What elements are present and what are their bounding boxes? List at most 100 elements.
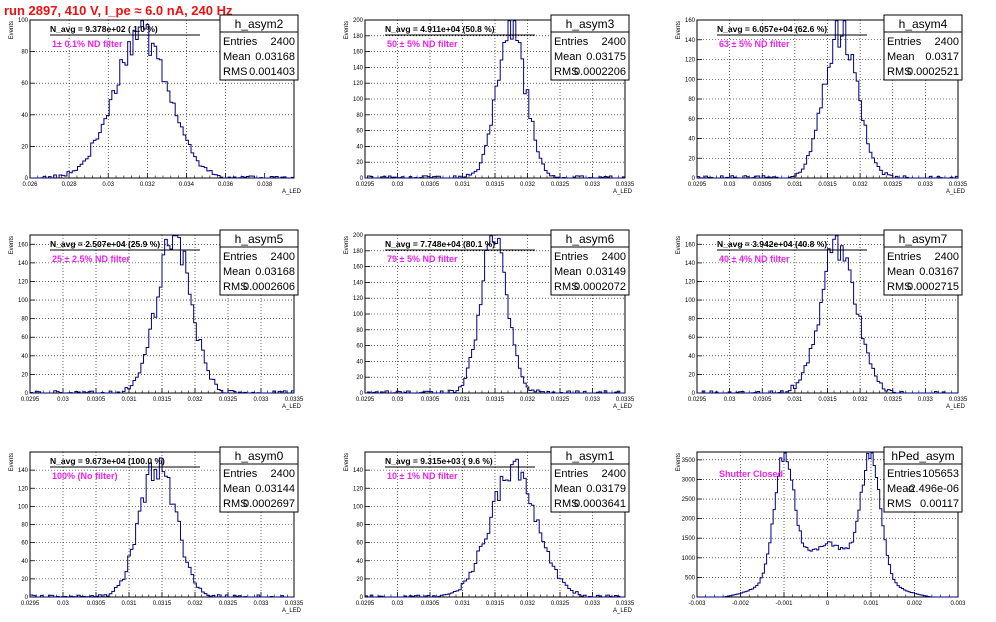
y-tick-label: 20	[356, 160, 363, 166]
x-axis-label: A_LED	[946, 189, 966, 195]
x-axis-label: A_LED	[282, 608, 302, 614]
x-tick-label: 0.0315	[486, 182, 505, 188]
stat-rms-label: RMS	[554, 498, 578, 510]
y-axis-label: Events	[344, 453, 350, 471]
x-tick-label: 0.03	[724, 397, 736, 403]
histogram-name: h_asym7	[899, 232, 948, 246]
x-tick-label: 0.031	[787, 397, 803, 403]
x-tick-label: 0.0335	[949, 182, 968, 188]
stat-entries-label: Entries	[223, 468, 258, 480]
x-tick-label: 0.0295	[356, 601, 375, 607]
y-tick-label: 40	[21, 354, 28, 360]
stat-entries-label: Entries	[223, 36, 258, 48]
histogram-line	[29, 457, 294, 598]
y-tick-label: 140	[353, 280, 364, 286]
x-tick-label: 0.033	[918, 397, 934, 403]
x-tick-label: 0.0295	[688, 182, 707, 188]
x-tick-label: 0.0305	[421, 397, 440, 403]
x-tick-label: 0.0335	[285, 397, 304, 403]
stats-values-box	[883, 31, 963, 81]
y-tick-label: 40	[21, 559, 28, 565]
stat-entries-value: 2400	[271, 251, 295, 263]
x-tick-label: 0.0295	[688, 397, 707, 403]
x-tick-label: 0.03	[392, 182, 404, 188]
stats-box: h_asym7 Entries 2400 Mean 0.03167 RMS0.000271…	[883, 229, 963, 296]
x-tick-label: 0.032	[520, 182, 536, 188]
stat-mean-label: Mean	[554, 51, 582, 63]
x-tick-label: 0.0335	[949, 397, 968, 403]
x-tick-label: 0.038	[257, 182, 273, 188]
y-tick-label: 80	[356, 113, 363, 119]
stat-entries-value: 2400	[602, 36, 626, 48]
navg-annotation: N_avg = 2.507e+04 (25.9 %)	[50, 239, 160, 249]
y-tick-label: 160	[685, 18, 696, 24]
stat-mean-value: 0.03179	[586, 483, 626, 495]
stat-entries-value: 2400	[271, 36, 295, 48]
y-tick-label: 20	[21, 144, 28, 150]
x-tick-label: 0.032	[520, 397, 536, 403]
stat-mean-label: Mean	[887, 483, 915, 495]
y-tick-label: 160	[353, 265, 364, 271]
plot-frame	[29, 19, 295, 179]
histogram-name: h_asym4	[899, 17, 948, 31]
x-tick-label: 0.033	[585, 397, 601, 403]
stat-rms-label: RMS	[223, 498, 247, 510]
y-axis-label: Events	[9, 236, 15, 254]
stat-rms-value: 0.0002606	[243, 281, 295, 293]
x-tick-label: 0.033	[585, 601, 601, 607]
x-tick-label: 0.0335	[616, 601, 635, 607]
stat-rms-label: RMS	[554, 66, 578, 78]
x-tick-label: 0.036	[218, 182, 234, 188]
y-tick-label: 20	[688, 372, 695, 378]
stat-mean-label: Mean	[887, 266, 915, 278]
y-tick-label: 60	[21, 541, 28, 547]
y-tick-label: 180	[353, 249, 364, 255]
x-tick-label: 0.0295	[21, 397, 40, 403]
y-tick-label: 120	[18, 279, 29, 285]
x-tick-label: 0.003	[950, 601, 966, 607]
stats-box: h_asym0 Entries 2400 Mean 0.03144 RMS0.000269…	[219, 446, 299, 513]
x-tick-label: 0.002	[907, 601, 923, 607]
stat-rms-label: RMS	[223, 281, 247, 293]
histogram-name: hPed_asym	[891, 449, 954, 463]
histogram-panels: 0.026 0.028 0.03 0.032 0.034 0.036 0.038020406…	[9, 14, 968, 614]
x-tick-label: 0.03	[57, 601, 69, 607]
y-tick-label: 140	[353, 468, 364, 474]
x-tick-label: 0.031	[121, 601, 137, 607]
y-tick-label: 20	[356, 375, 363, 381]
y-tick-label: 60	[356, 541, 363, 547]
stat-rms-label: RMS	[223, 66, 247, 78]
stat-mean-label: Mean	[223, 51, 251, 63]
stat-mean-value: 0.03167	[919, 266, 959, 278]
x-tick-label: 0.0315	[818, 182, 837, 188]
stat-entries-value: 2400	[271, 468, 295, 480]
stat-mean-value: 0.03168	[255, 266, 295, 278]
x-axis-label: A_LED	[613, 404, 633, 410]
stat-mean-value: -2.496e-06	[906, 483, 959, 495]
y-tick-label: 60	[688, 335, 695, 341]
histogram-name: h_asym6	[566, 232, 615, 246]
y-tick-label: 3500	[682, 458, 696, 464]
y-axis-label: Events	[344, 21, 350, 39]
stats-values-box	[219, 31, 299, 81]
x-tick-label: 0.028	[62, 182, 78, 188]
y-tick-label: 500	[685, 575, 696, 581]
x-tick-label: -0.001	[775, 601, 793, 607]
x-tick-label: 0.0325	[551, 601, 570, 607]
stat-rms-value: 0.0002521	[907, 66, 959, 78]
x-tick-label: -0.002	[732, 601, 750, 607]
x-axis-label: A_LED	[282, 404, 302, 410]
x-tick-label: 0.0305	[753, 397, 772, 403]
x-tick-label: 0.0325	[884, 397, 903, 403]
panel-h_asym2: 0.026 0.028 0.03 0.032 0.034 0.036 0.038 0 20 40 6…	[9, 14, 302, 195]
panel-h_asym1: 0.0295 0.03 0.0305 0.031 0.0315 0.032 0.0325 0.…	[344, 446, 635, 614]
filter-label: Shutter Closed	[719, 469, 783, 479]
stat-mean-value: 0.0317	[925, 51, 959, 63]
y-tick-label: 40	[356, 144, 363, 150]
y-tick-label: 140	[353, 65, 364, 71]
stats-values-box	[550, 31, 630, 81]
y-tick-label: 160	[353, 50, 364, 56]
y-tick-label: 160	[685, 242, 696, 248]
